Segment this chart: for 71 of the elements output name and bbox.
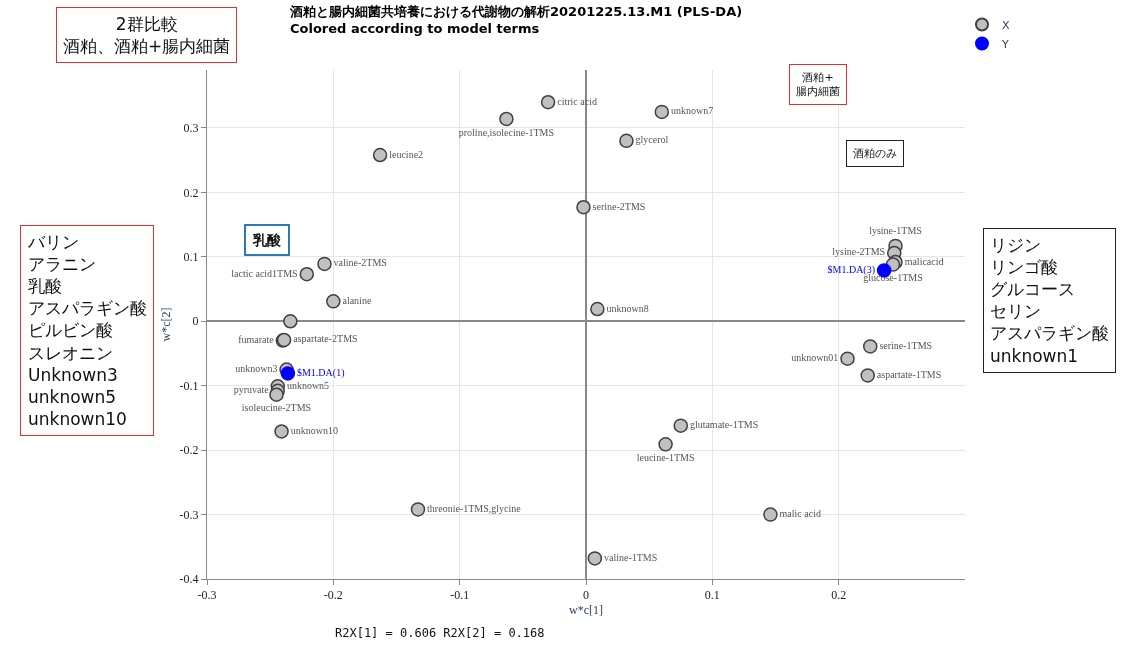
x-tick-label: -0.3 [197,588,217,603]
data-label: isoleucine-2TMS [241,402,312,414]
text: unknown5 [28,386,117,407]
legend-label: Y [1001,37,1009,51]
x-tick-label: 0 [583,588,589,603]
x-tick-label: -0.2 [323,588,343,603]
text: 乳酸 [28,276,62,297]
chart-subtitle: Colored according to model terms [290,20,540,36]
data-label: unknown10 [290,424,338,436]
annotation: 腸内細菌 [796,85,840,99]
text: 2群比較 [115,14,178,34]
x-tick-label: -0.1 [450,588,470,603]
data-label: lysine-1TMS [869,225,922,237]
data-label: pyruvate [233,384,270,396]
data-label: leucine-1TMS [636,451,695,463]
data-label: unknown3 [235,363,278,375]
text: アスパラギン酸 [990,323,1109,344]
data-label: $M1.DA(3) [827,263,876,276]
text: unknown10 [28,408,127,429]
x-tick-label: 0.2 [831,588,847,603]
text: R2X[1] = 0.606 R2X[2] = 0.168 [335,626,545,640]
y-tick-label: -0.3 [179,507,199,522]
y-tick-label: -0.1 [179,378,199,393]
data-label: aspartate-2TMS [293,333,358,345]
text: Unknown3 [28,364,118,385]
data-label: unknown5 [286,379,330,391]
data-label: fumarate [238,334,275,346]
annotation: 酒粕のみ [853,147,897,160]
data-label: leucine2 [389,148,424,160]
text: ピルビン酸 [28,320,113,341]
text: リンゴ酸 [990,257,1058,278]
data-label: malic acid [779,508,821,520]
text: アラニン [28,254,96,275]
y-tick-label: 0 [192,314,199,329]
data-label: valine-2TMS [333,257,387,269]
text: バリン [27,232,79,252]
y-tick-label: 0.2 [183,185,199,200]
data-label: serine-2TMS [592,200,646,212]
data-label: $M1.DA(1) [296,366,345,379]
text: セリン [990,301,1041,322]
data-label: unknown7 [670,105,714,117]
data-label: lactic acid1TMS [231,267,298,279]
y-tick-label: -0.2 [179,443,199,458]
data-label: lysine-2TMS [832,246,886,258]
x-tick-label: 0.1 [704,588,720,603]
text: unknown1 [990,345,1079,366]
data-label: valine-1TMS [603,551,658,563]
text: リジン [990,235,1041,255]
data-label: glycerol [635,134,669,146]
data-label: alanine [342,294,372,306]
text: グルコース [990,279,1075,300]
y-tick-label: -0.4 [179,572,199,587]
data-label: glutamate-1TMS [689,419,759,431]
data-label: malicacid [904,255,944,267]
legend-label: X [1002,18,1010,32]
annotation: 乳酸 [252,232,282,248]
x-axis-title: w*c[1] [569,603,603,618]
chart-title: 酒粕と腸内細菌共培養における代謝物の解析20201225.13.M1 (PLS-DA) [289,3,743,19]
text: 酒粕、酒粕+腸内細菌 [63,36,231,57]
text: スレオニン [28,342,113,363]
y-tick-label: 0.3 [183,121,199,136]
annotation: 酒粕+ [802,71,834,84]
data-label: aspartate-1TMS [876,368,942,380]
y-tick-label: 0.1 [183,250,199,265]
data-label: unknown8 [606,302,649,314]
data-label: threonie-1TMS,glycine [427,502,522,514]
data-label: proline,isolecine-1TMS [458,126,555,138]
data-label: serine-1TMS [879,339,933,351]
data-label: unknown01 [791,352,839,364]
y-axis-title: w*c[2] [158,307,173,342]
text: アスパラギン酸 [28,298,147,319]
